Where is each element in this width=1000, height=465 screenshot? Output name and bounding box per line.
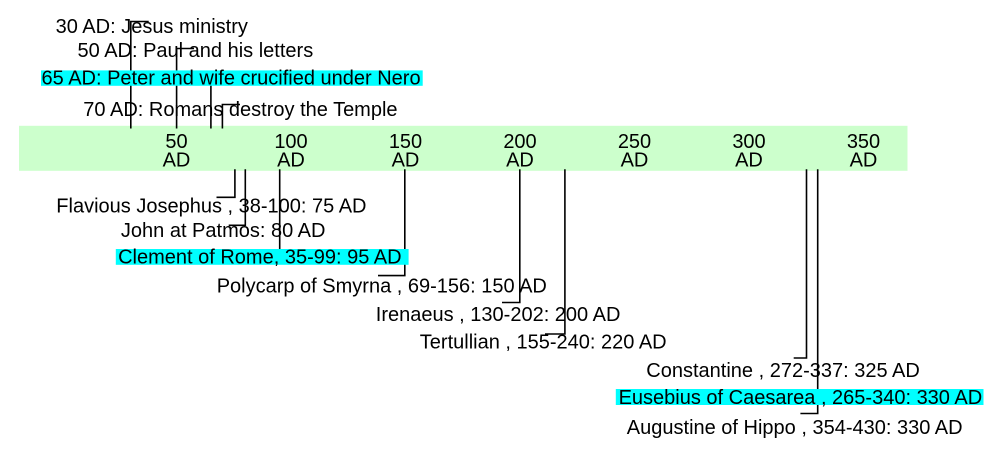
svg-text:Flavious Josephus , 38-100: 75: Flavious Josephus , 38-100: 75 AD	[56, 195, 366, 217]
svg-text:Polycarp of Smyrna , 69-156: 1: Polycarp of Smyrna , 69-156: 150 AD	[217, 276, 547, 298]
svg-text:300: 300	[732, 131, 765, 153]
svg-text:AD: AD	[850, 149, 878, 171]
svg-text:Constantine , 272-337: 325 AD: Constantine , 272-337: 325 AD	[646, 360, 920, 382]
svg-text:100: 100	[274, 131, 307, 153]
svg-text:Clement of Rome, 35-99: 95 AD: Clement of Rome, 35-99: 95 AD	[118, 247, 401, 269]
svg-text:John at Patmos: 80 AD: John at Patmos: 80 AD	[121, 220, 326, 242]
svg-text:Tertullian , 155-240: 220 AD: Tertullian , 155-240: 220 AD	[420, 332, 667, 354]
svg-text:Eusebius of Caesarea , 265-340: Eusebius of Caesarea , 265-340: 330 AD	[619, 387, 983, 409]
svg-text:AD: AD	[392, 149, 420, 171]
svg-text:50: 50	[165, 131, 187, 153]
svg-text:150: 150	[389, 131, 422, 153]
svg-text:65 AD: Peter and wife crucifie: 65 AD: Peter and wife crucified under Ne…	[42, 67, 421, 89]
svg-text:Irenaeus , 130-202: 200 AD: Irenaeus , 130-202: 200 AD	[376, 304, 621, 326]
svg-text:Augustine of Hippo , 354-430:: Augustine of Hippo , 354-430: 330 AD	[627, 417, 963, 439]
svg-text:350: 350	[847, 131, 880, 153]
svg-text:AD: AD	[506, 149, 534, 171]
svg-text:AD: AD	[163, 149, 191, 171]
svg-text:AD: AD	[735, 149, 763, 171]
svg-text:AD: AD	[621, 149, 649, 171]
svg-text:AD: AD	[277, 149, 305, 171]
svg-text:30 AD: Jesus ministry: 30 AD: Jesus ministry	[56, 16, 248, 38]
svg-text:70 AD: Romans destroy the Temp: 70 AD: Romans destroy the Temple	[83, 99, 397, 121]
svg-text:200: 200	[503, 131, 536, 153]
svg-text:50 AD: Paul and his letters: 50 AD: Paul and his letters	[78, 40, 314, 62]
svg-text:250: 250	[618, 131, 651, 153]
